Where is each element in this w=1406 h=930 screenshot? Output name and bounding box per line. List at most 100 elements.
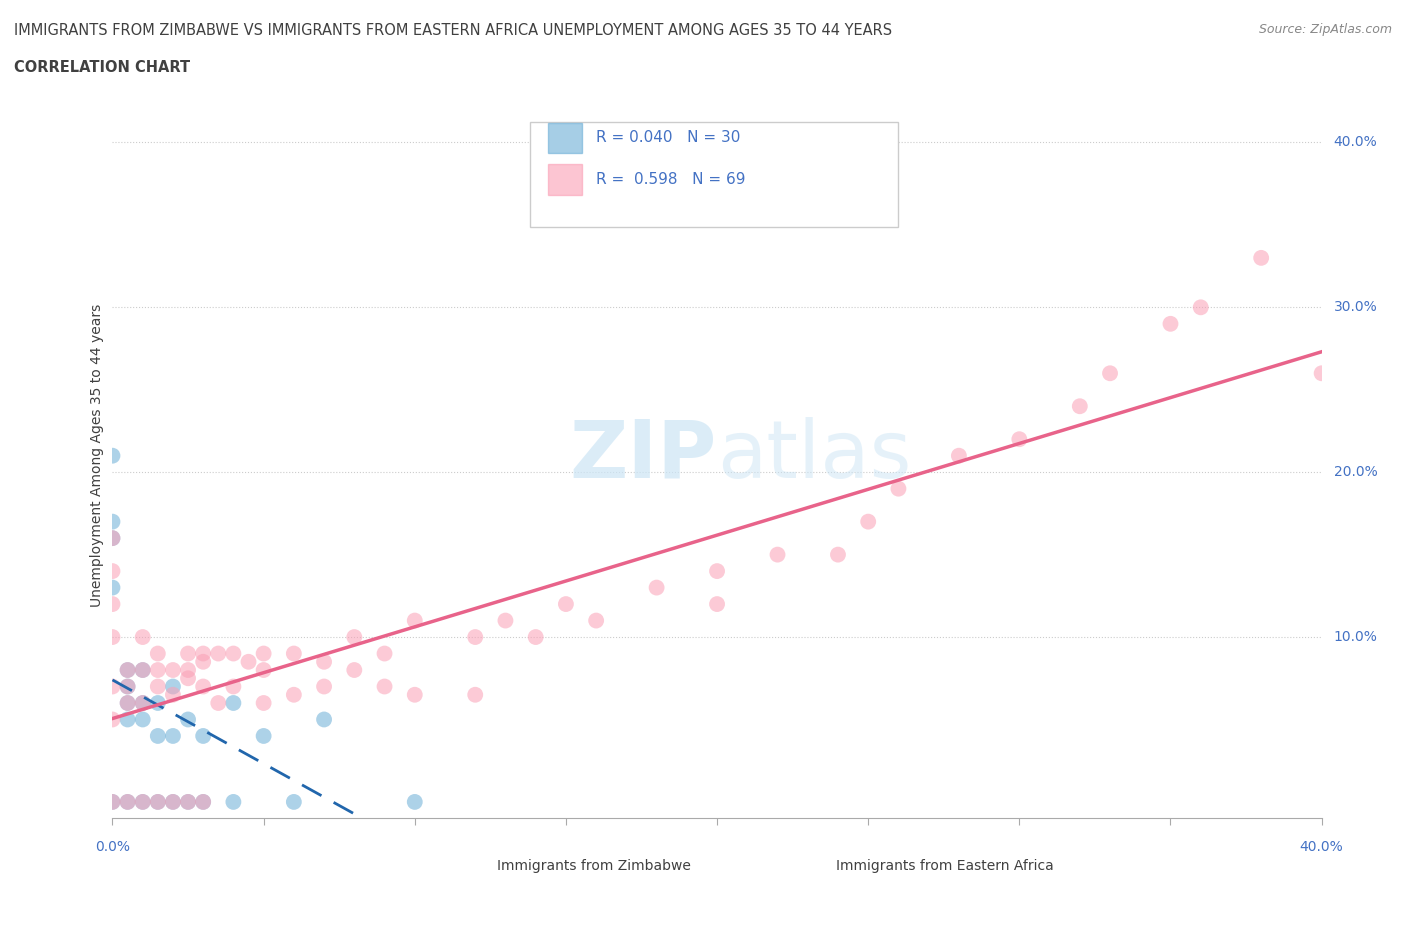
Point [464,687,486,702]
Bar [548,164,582,194]
Point [343,662,366,677]
Point [117,696,139,711]
Point [887,481,910,496]
Point [117,679,139,694]
Point [645,580,668,595]
Point [177,794,200,809]
Point [117,662,139,677]
Point [146,794,169,809]
Point [177,662,200,677]
Text: 40.0%: 40.0% [1299,840,1344,854]
Point [117,696,139,711]
Point [101,794,124,809]
Point [146,696,169,711]
Point [404,794,426,809]
Point [948,448,970,463]
Point [524,630,547,644]
Point [177,712,200,727]
Point [238,655,260,670]
Point [132,696,155,711]
Bar [790,853,824,880]
Point [766,547,789,562]
Point [207,696,229,711]
Bar [548,123,582,153]
Point [162,679,184,694]
Text: ZIP: ZIP [569,417,717,495]
Point [162,794,184,809]
Point [146,662,169,677]
Text: Immigrants from Eastern Africa: Immigrants from Eastern Africa [835,859,1053,873]
Point [222,679,245,694]
Point [101,712,124,727]
Point [283,687,305,702]
Text: 30.0%: 30.0% [1334,300,1378,314]
Point [101,564,124,578]
Text: Source: ZipAtlas.com: Source: ZipAtlas.com [1258,23,1392,36]
Point [177,794,200,809]
Point [162,662,184,677]
Point [117,794,139,809]
Point [706,597,728,612]
Text: 40.0%: 40.0% [1334,136,1378,150]
Point [706,564,728,578]
Point [101,531,124,546]
Point [374,646,396,661]
Point [554,597,576,612]
Point [101,630,124,644]
Point [101,531,124,546]
Point [132,696,155,711]
Point [1189,299,1212,314]
Point [253,696,276,711]
Point [343,630,366,644]
Point [177,671,200,685]
Text: 10.0%: 10.0% [1334,630,1378,644]
Point [253,662,276,677]
Point [101,794,124,809]
Point [132,794,155,809]
Point [495,613,517,628]
Point [404,613,426,628]
Text: CORRELATION CHART: CORRELATION CHART [14,60,190,75]
Bar [451,853,485,880]
Point [1310,365,1333,380]
Point [1008,432,1031,446]
Point [132,662,155,677]
Point [162,794,184,809]
Point [146,794,169,809]
Point [1098,365,1121,380]
Text: IMMIGRANTS FROM ZIMBABWE VS IMMIGRANTS FROM EASTERN AFRICA UNEMPLOYMENT AMONG AG: IMMIGRANTS FROM ZIMBABWE VS IMMIGRANTS F… [14,23,893,38]
Point [283,646,305,661]
Point [856,514,880,529]
Point [117,679,139,694]
Text: R =  0.598   N = 69: R = 0.598 N = 69 [596,172,745,187]
Point [146,679,169,694]
Point [464,630,486,644]
Point [117,712,139,727]
Point [146,646,169,661]
Point [1159,316,1181,331]
Point [177,646,200,661]
Point [191,794,214,809]
Text: R = 0.040   N = 30: R = 0.040 N = 30 [596,130,741,145]
Point [117,794,139,809]
Point [207,646,229,661]
Point [1069,399,1091,414]
Point [253,646,276,661]
Point [162,728,184,743]
Point [101,597,124,612]
Point [374,679,396,694]
Point [132,712,155,727]
Text: 20.0%: 20.0% [1334,465,1378,479]
Point [191,655,214,670]
Point [222,696,245,711]
Point [1250,250,1272,265]
Point [222,646,245,661]
Point [117,662,139,677]
Text: 0.0%: 0.0% [96,840,129,854]
Text: Immigrants from Zimbabwe: Immigrants from Zimbabwe [496,859,690,873]
Text: atlas: atlas [717,417,911,495]
Point [191,646,214,661]
Point [101,679,124,694]
Point [404,687,426,702]
FancyBboxPatch shape [530,122,898,227]
